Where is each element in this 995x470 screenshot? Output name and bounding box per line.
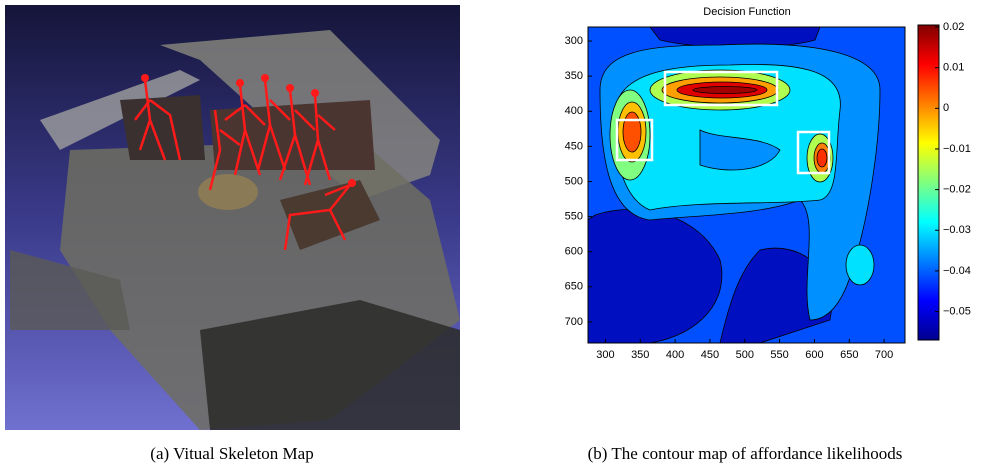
caption: (a) Vitual Skeleton Map <box>150 444 313 463</box>
y-tick-label: 700 <box>565 316 583 328</box>
colorbar-tick-label: 0.01 <box>943 62 964 74</box>
y-tick-label: 600 <box>565 246 583 258</box>
colorbar-tick-label: −0.02 <box>943 184 971 196</box>
colorbar-tick-label: 0.02 <box>943 21 964 33</box>
colorbar-tick-label: −0.04 <box>943 265 971 277</box>
y-tick-label: 350 <box>565 70 583 82</box>
y-tick-label: 400 <box>565 105 583 117</box>
y-tick-label: 550 <box>565 211 583 223</box>
x-tick-label: 400 <box>666 349 684 361</box>
figure: Decision Function (a) Vitual Skeleton Ma… <box>0 0 995 470</box>
x-tick-label: 650 <box>840 349 858 361</box>
colorbar-tick-label: −0.03 <box>943 224 971 236</box>
caption: (b) The contour map of affordance likeli… <box>588 444 903 463</box>
x-tick-label: 350 <box>631 349 649 361</box>
colorbar-tick-label: −0.05 <box>943 305 971 317</box>
chart-title: Decision Function <box>703 6 790 18</box>
x-tick-label: 700 <box>875 349 893 361</box>
colorbar <box>918 25 939 340</box>
x-tick-label: 500 <box>736 349 754 361</box>
colorbar-tick-label: 0 <box>943 102 949 114</box>
y-tick-label: 300 <box>565 35 583 47</box>
skeleton-map-image <box>5 5 460 430</box>
colorbar-tick-label: −0.01 <box>943 143 971 155</box>
y-tick-label: 650 <box>565 281 583 293</box>
y-tick-label: 500 <box>565 175 583 187</box>
x-tick-label: 550 <box>770 349 788 361</box>
x-tick-label: 450 <box>701 349 719 361</box>
x-tick-label: 300 <box>596 349 614 361</box>
x-tick-label: 600 <box>805 349 823 361</box>
y-tick-label: 450 <box>565 140 583 152</box>
contour-fill <box>588 27 905 343</box>
